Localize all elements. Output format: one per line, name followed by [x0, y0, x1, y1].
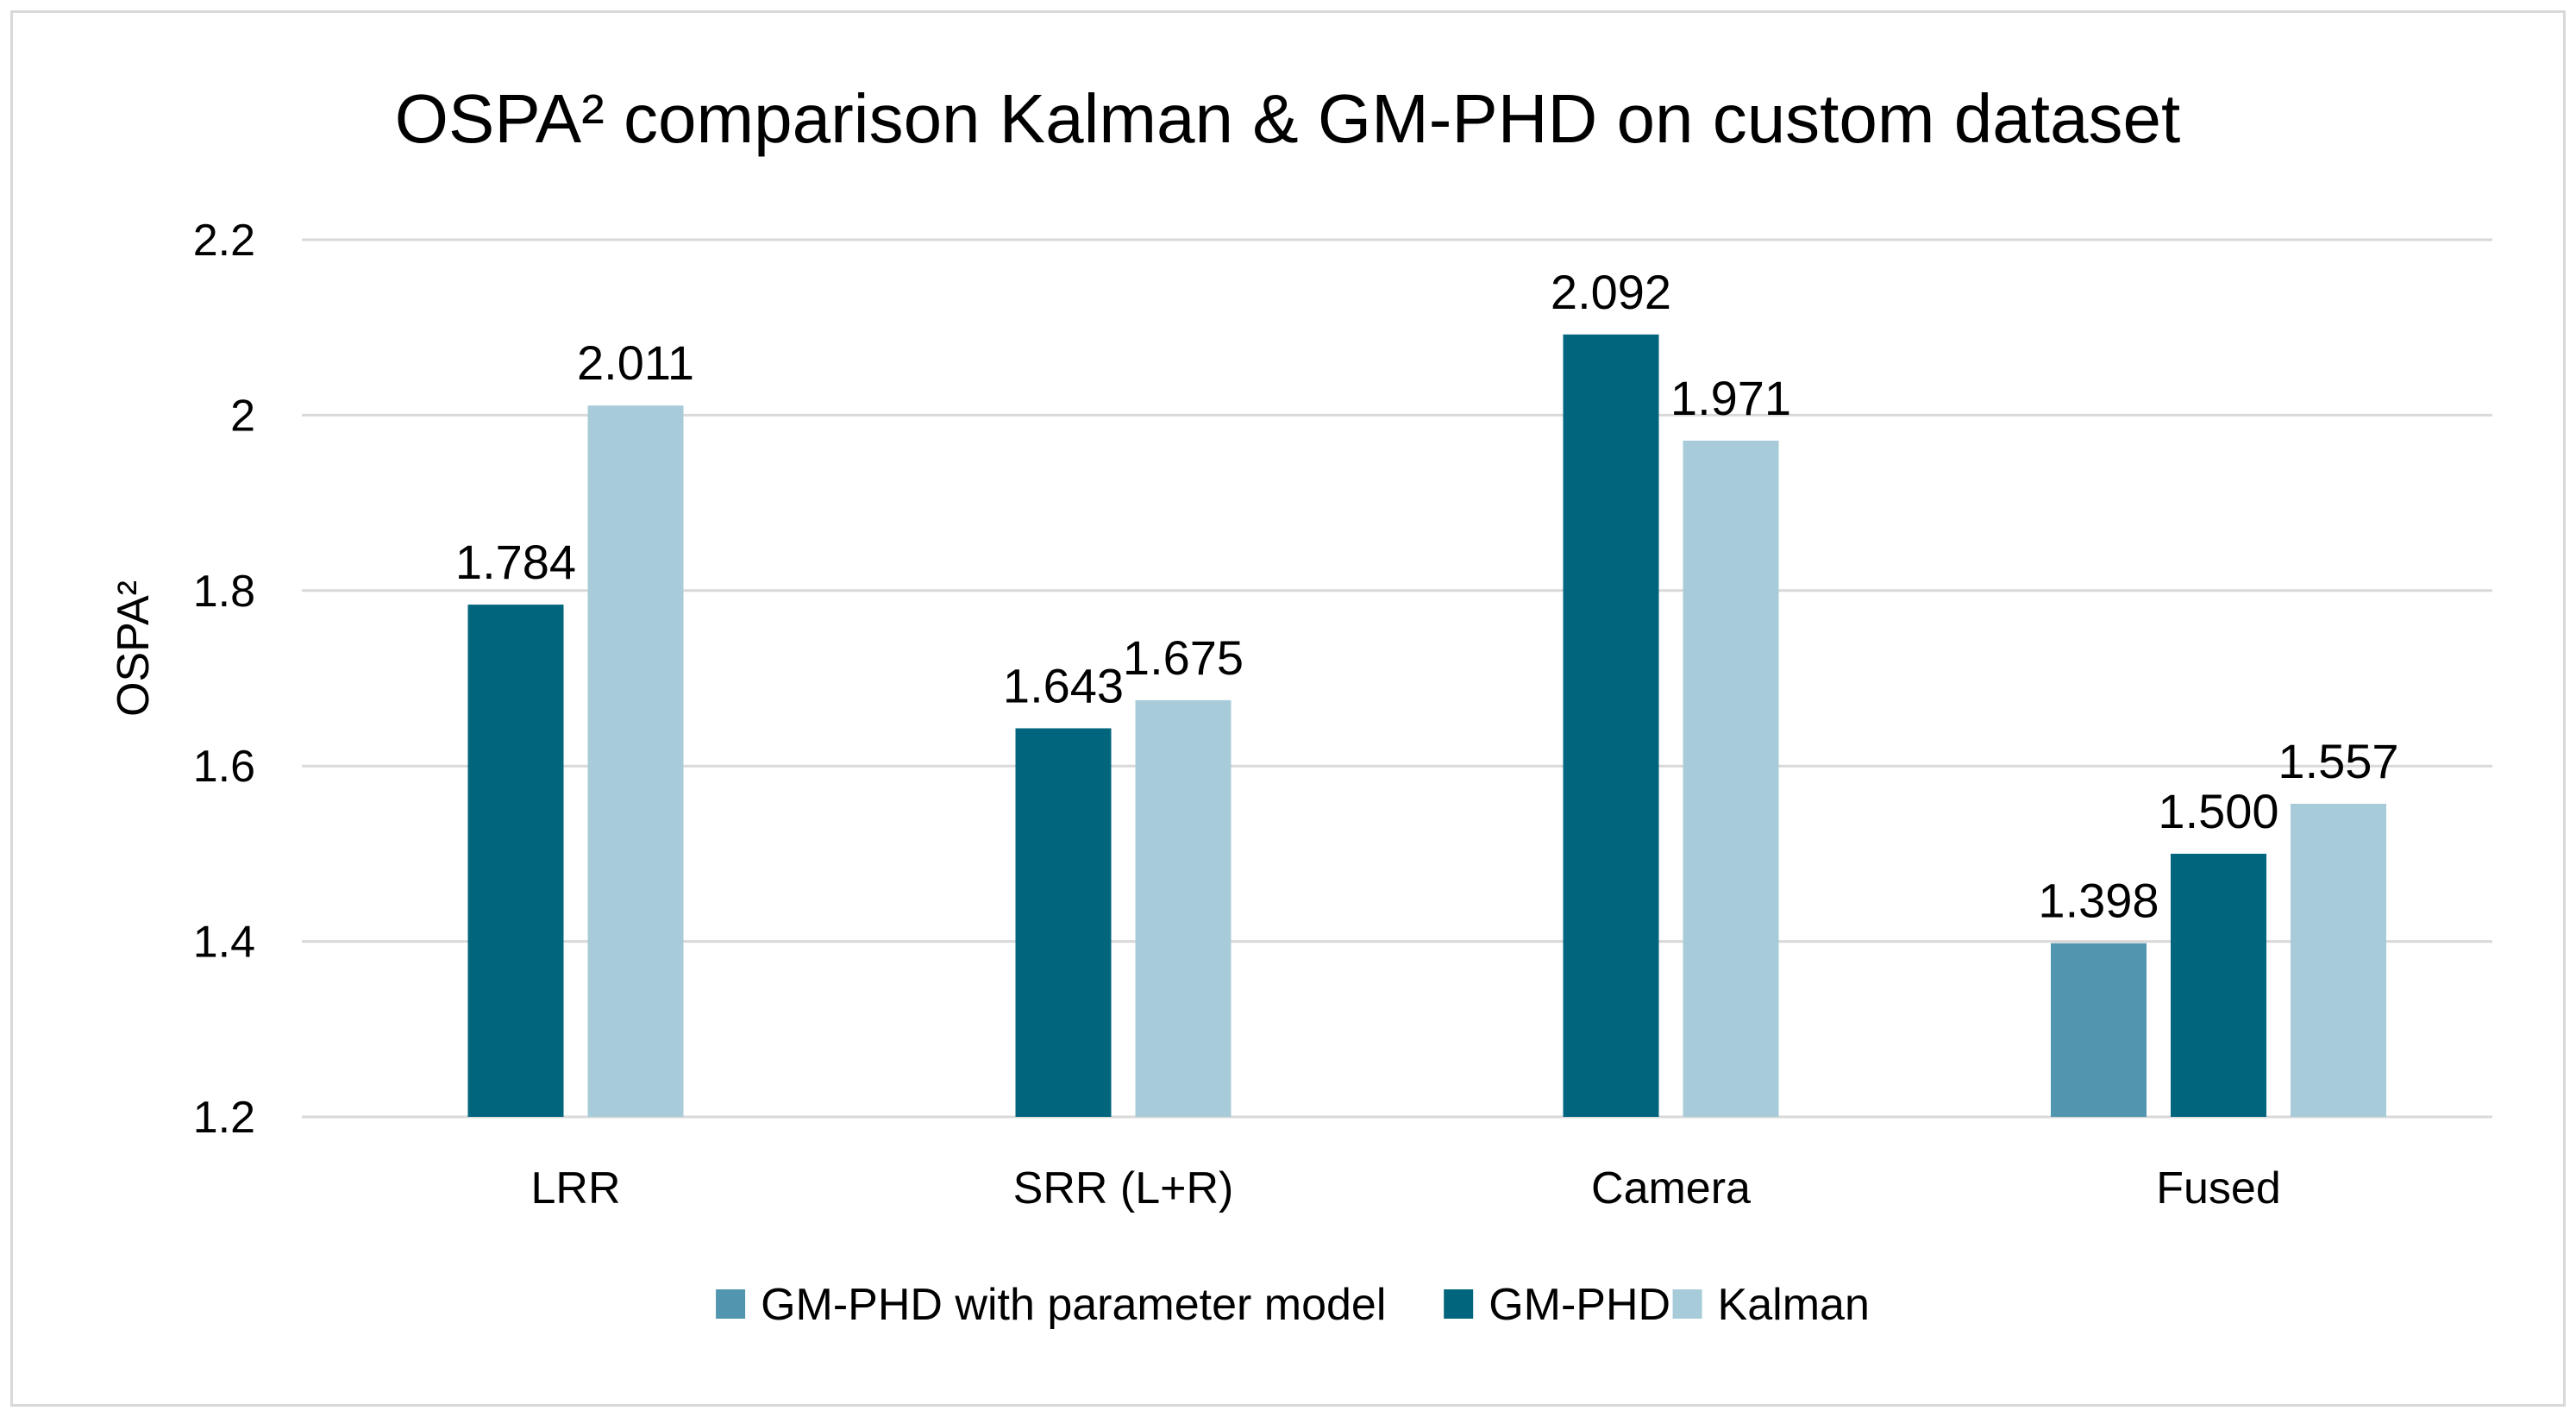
y-axis-ticks: 1.2 1.4 1.6 1.8 2 2.2 — [193, 216, 255, 1143]
y-tick-label: 1.2 — [193, 1093, 255, 1143]
legend-swatch — [1672, 1289, 1702, 1319]
x-category-label: Fused — [2156, 1163, 2281, 1213]
chart-title: OSPA² comparison Kalman & GM-PHD on cust… — [395, 80, 2180, 157]
data-label: 1.557 — [2278, 734, 2398, 788]
y-tick-label: 2 — [230, 391, 255, 441]
y-tick-label: 1.4 — [193, 918, 255, 968]
bar-kalman — [1135, 699, 1232, 1117]
x-category-label: SRR (L+R) — [1013, 1163, 1234, 1213]
legend-label: Kalman — [1718, 1280, 1870, 1330]
data-label: 1.784 — [455, 535, 576, 589]
x-category-label: LRR — [530, 1163, 620, 1213]
data-label: 2.011 — [577, 335, 694, 390]
bar-kalman — [2291, 803, 2386, 1117]
y-tick-label: 1.8 — [193, 567, 255, 617]
bar-gm-phd — [2171, 853, 2266, 1117]
legend-swatch — [1444, 1289, 1474, 1319]
legend: GM-PHD with parameter model GM-PHD Kalman — [716, 1280, 1870, 1330]
bars — [467, 334, 2386, 1117]
x-axis-categories: LRR SRR (L+R) Camera Fused — [530, 1163, 2280, 1213]
bar-kalman — [587, 405, 684, 1117]
bar-kalman — [1683, 440, 1779, 1117]
bar-gm-phd — [1563, 334, 1659, 1117]
y-tick-label: 2.2 — [193, 216, 255, 266]
y-axis-title: OSPA² — [109, 580, 159, 717]
data-label: 1.500 — [2158, 784, 2278, 838]
data-label: 1.971 — [1670, 371, 1791, 425]
data-label: 1.675 — [1123, 630, 1244, 685]
bar-gm-phd — [467, 605, 564, 1117]
x-category-label: Camera — [1591, 1163, 1751, 1213]
legend-label: GM-PHD with parameter model — [761, 1280, 1386, 1330]
data-label: 1.643 — [1003, 658, 1124, 712]
chart-frame — [10, 10, 2566, 1407]
bar-gm-phd — [1015, 728, 1112, 1117]
bar-gm-phd-with-parameter-model — [2051, 943, 2147, 1117]
legend-swatch — [716, 1289, 746, 1319]
legend-label: GM-PHD — [1489, 1280, 1670, 1330]
data-label: 2.092 — [1551, 265, 1671, 319]
y-tick-label: 1.6 — [193, 742, 255, 792]
data-label: 1.398 — [2038, 874, 2159, 928]
